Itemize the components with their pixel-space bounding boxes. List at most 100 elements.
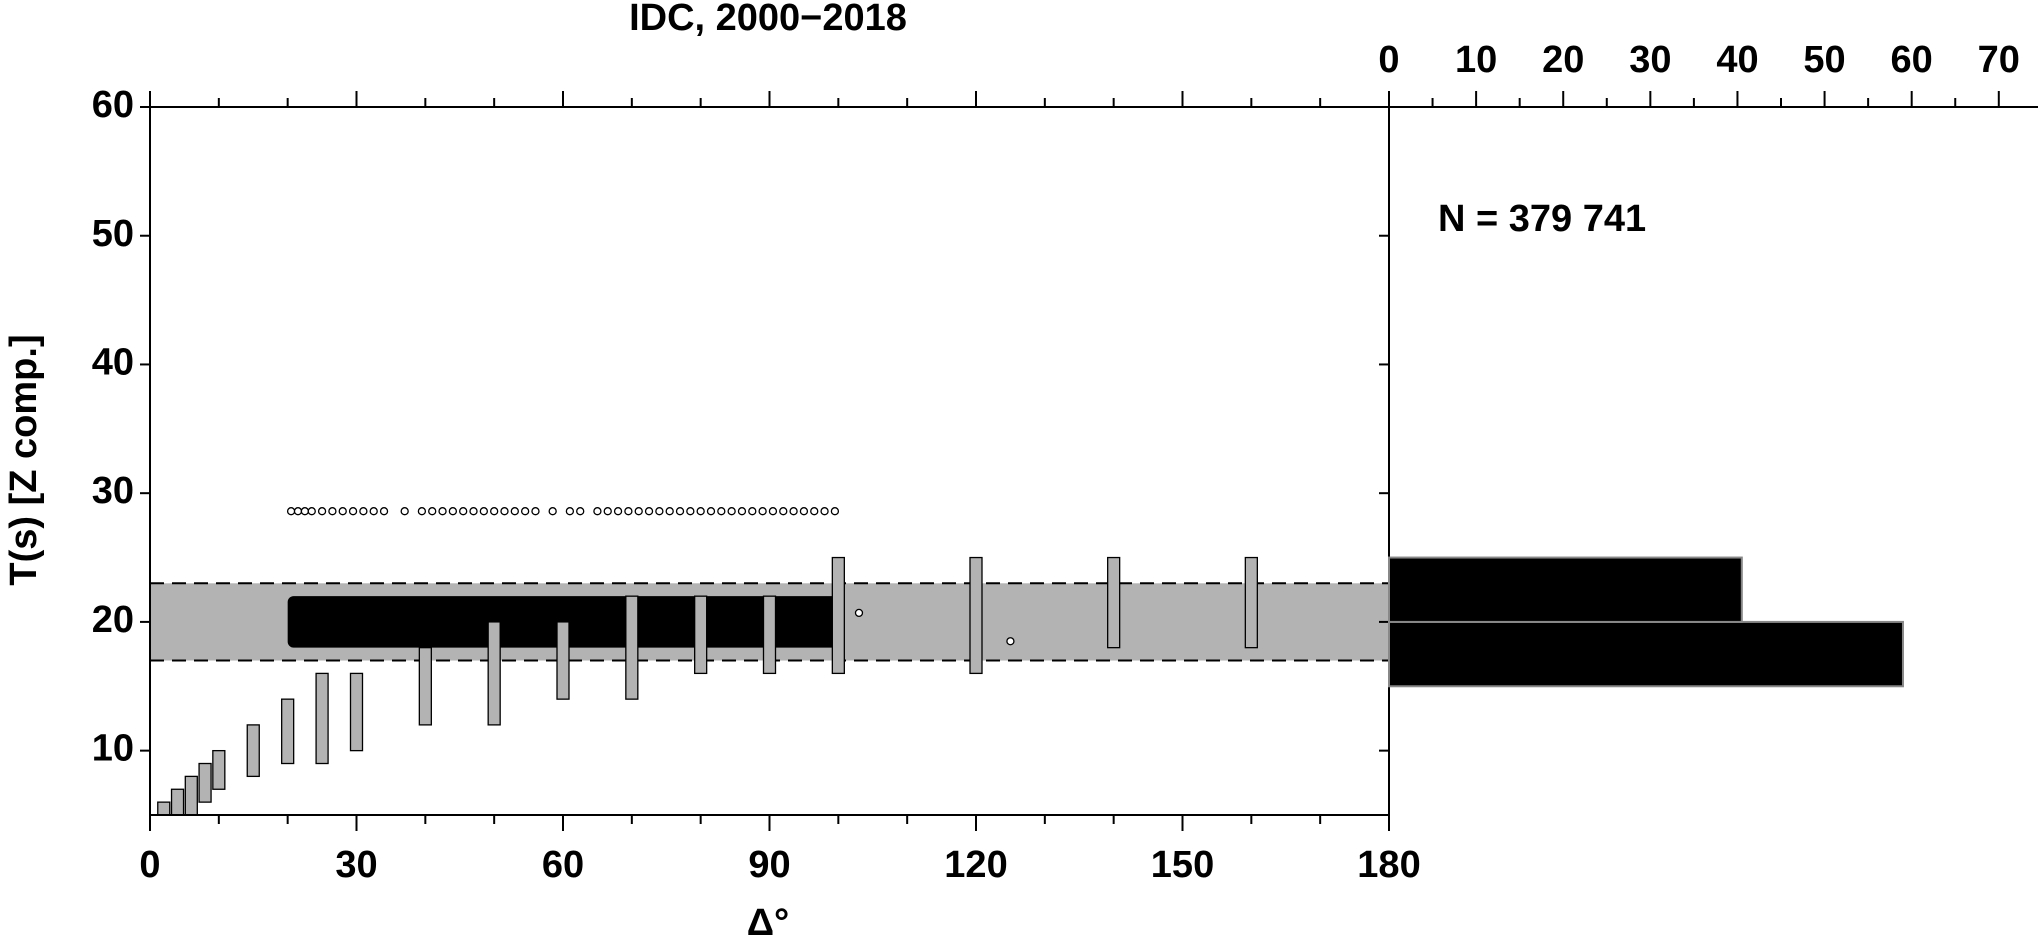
point [565,507,575,516]
point [438,507,447,516]
x-tick-label: 70 [1978,39,2020,81]
point [799,507,809,516]
point [500,507,509,516]
range-bar [969,556,983,675]
point [400,507,409,516]
y-tick-label: 10 [92,728,134,770]
point [348,507,358,516]
x-tick-label: 20 [1542,39,1584,81]
point [520,507,530,516]
point [548,507,557,516]
point [359,507,368,516]
range-bar [315,672,329,765]
y-tick-label: 20 [92,599,134,641]
point [830,507,840,516]
range-bar [157,801,171,816]
point [634,507,643,516]
range-bar [170,788,185,816]
x-tick-label: 120 [944,844,1007,886]
point [300,507,310,516]
x-tick-label: 50 [1803,39,1845,81]
point [428,507,437,516]
point [655,507,664,516]
point [768,507,778,516]
point [469,507,478,516]
chart-title: IDC, 2000−2018 [629,0,907,39]
point [490,507,499,516]
y-tick-label: 50 [92,213,134,255]
range-bar [694,595,708,675]
hist-bar [1388,620,1904,688]
point [317,507,327,516]
point [328,507,337,516]
point [531,507,540,516]
point [613,507,623,516]
y-axis-label: T(s) [Z comp.] [3,334,45,585]
x-tick-label: 60 [542,844,584,886]
point [479,507,488,516]
range-bar [184,775,198,816]
point [448,507,458,516]
point [727,507,736,516]
range-bar [1244,556,1258,649]
x-tick-label: 0 [1378,39,1399,81]
point [1006,637,1015,646]
point [779,507,788,516]
point [510,507,519,516]
range-bar [625,595,639,700]
point [459,507,468,516]
point [854,608,864,618]
x-tick-label: 40 [1716,39,1758,81]
range-bar [281,698,295,765]
point [644,507,654,516]
hist-bar [1388,556,1743,623]
point [665,507,674,516]
point [593,507,602,516]
point [369,507,378,516]
point [576,507,585,516]
point [737,507,747,516]
range-bar [198,762,212,803]
range-bar [487,621,501,726]
point [338,507,347,516]
x-tick-label: 10 [1455,39,1497,81]
point [696,507,705,516]
point [417,507,427,516]
point [748,507,757,516]
x-tick-label: 90 [748,844,790,886]
range-bar [556,621,570,700]
point [675,507,685,516]
point [603,507,612,516]
range-bar [212,749,226,790]
range-bar [762,595,777,675]
point [379,507,389,516]
point [789,507,798,516]
y-tick-label: 40 [92,341,134,383]
point [686,507,695,516]
x-tick-label: 0 [139,844,160,886]
point [810,507,819,516]
y-tick-label: 30 [92,470,134,512]
range-bar [831,556,845,675]
annotation: N = 379 741 [1438,198,1646,240]
point [307,507,316,516]
point [624,507,633,516]
range-bar [418,647,432,726]
x-tick-label: 180 [1357,844,1420,886]
point [758,507,767,516]
y-tick-label: 60 [92,84,134,126]
range-bar [349,672,364,752]
point [820,507,829,516]
x-tick-label: 30 [335,844,377,886]
point [717,507,726,516]
x-axis-label: Δ° [747,902,790,944]
x-tick-label: 30 [1629,39,1671,81]
range-bar [1107,556,1121,649]
x-tick-label: 150 [1151,844,1214,886]
range-bar [246,724,260,778]
point [293,507,303,516]
point [286,507,296,516]
x-tick-label: 60 [1891,39,1933,81]
point [706,507,716,516]
